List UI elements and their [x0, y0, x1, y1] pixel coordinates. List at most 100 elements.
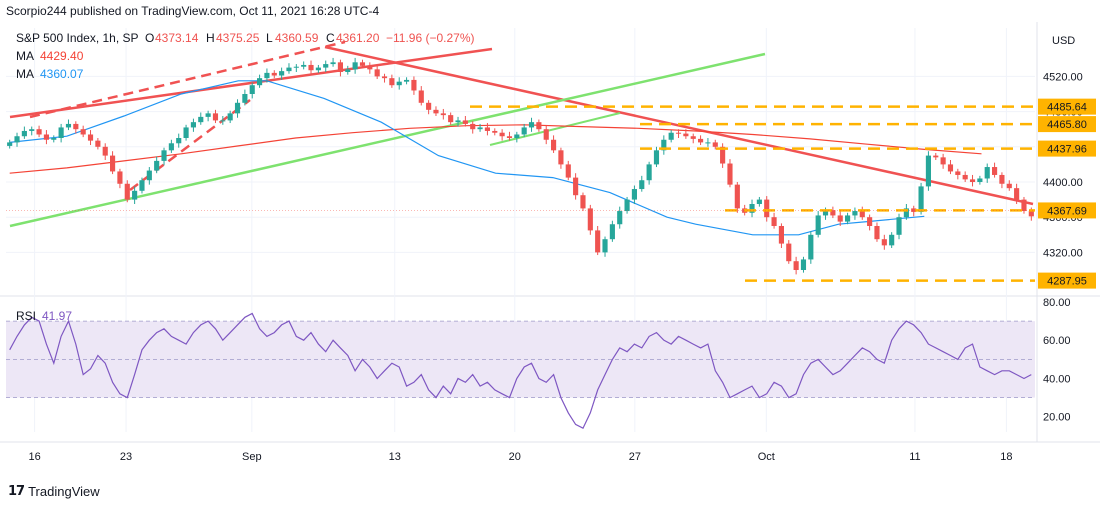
ma-slow-line [9, 124, 982, 174]
candle-body [896, 217, 902, 235]
rsi-tick-label: 80.00 [1043, 297, 1071, 309]
candle-body [426, 102, 432, 110]
candle-body [653, 150, 660, 165]
candle-body [573, 177, 579, 196]
time-tick-label: Sep [242, 451, 262, 462]
time-tick-label: 18 [1000, 451, 1012, 462]
level-price-tag [1038, 202, 1096, 219]
candle-body [87, 134, 94, 141]
candle-body [396, 81, 402, 86]
candle-body [551, 139, 557, 151]
legend-rsi-label: RSI [16, 309, 36, 323]
candle-body [411, 79, 417, 91]
candle-body [220, 120, 226, 122]
candle-body [617, 211, 623, 225]
candle-body [462, 120, 468, 124]
legend-close: 4361.20 [336, 31, 380, 45]
candle-body [470, 123, 476, 130]
candle-body [484, 127, 490, 131]
legend-low: 4360.59 [275, 31, 319, 45]
candle-body [29, 129, 35, 131]
candle-body [205, 113, 211, 117]
candle-body [58, 127, 64, 138]
candle-body [947, 164, 954, 172]
legend-l-label: L [266, 31, 273, 45]
level-price-label: 4437.96 [1047, 144, 1087, 156]
candle-body [558, 150, 564, 165]
channel-dashed-upper [29, 40, 346, 119]
candle-body [720, 146, 726, 164]
candle-body [536, 122, 542, 130]
candle-body [161, 150, 167, 161]
level-price-tag [1038, 272, 1096, 289]
candle-body [668, 132, 674, 140]
candle-body [977, 178, 983, 182]
trendline-up-green-short [489, 112, 621, 146]
time-tick-label: 23 [120, 451, 132, 462]
candle-body [7, 142, 13, 146]
candle-body [609, 224, 615, 240]
candle-body [867, 217, 873, 226]
level-price-label: 4465.80 [1047, 119, 1087, 131]
candle-body [448, 115, 454, 123]
candle-body [595, 230, 601, 253]
candle-body [359, 62, 366, 66]
candle-body [646, 164, 652, 181]
trendline-up-green [9, 52, 766, 228]
candle-body [587, 208, 593, 231]
candle-body [881, 239, 887, 246]
time-axis: 16 23 Sep 13 20 27 Oct 11 18 [28, 451, 1012, 462]
time-tick-label: 11 [909, 451, 920, 462]
candle-body [190, 122, 196, 128]
candle-body [418, 90, 424, 103]
candle-body [323, 64, 329, 68]
candle-body [345, 69, 351, 72]
legend-rsi-value: 41.97 [42, 309, 72, 323]
candle-body [903, 208, 909, 218]
candle-body [918, 186, 924, 212]
candle-body [1021, 199, 1027, 212]
footer-brand: TradingView [28, 484, 100, 499]
candle-body [734, 184, 740, 209]
candle-body [786, 243, 792, 262]
time-tick-label: 27 [629, 451, 641, 462]
candle-body [455, 120, 461, 123]
candle-body [139, 180, 145, 191]
candle-body [698, 138, 704, 143]
legend: S&P 500 Index, 1h, SP O 4373.14 H 4375.2… [16, 31, 475, 323]
legend-high: 4375.25 [216, 31, 260, 45]
footer: 17 TradingView [8, 484, 100, 499]
candle-body [1014, 188, 1020, 200]
legend-ma1-value: 4429.40 [40, 49, 84, 63]
candle-body [793, 261, 799, 270]
candle-body [286, 67, 292, 72]
chart-svg: 4320.004360.004400.004440.004480.004520.… [0, 22, 1100, 462]
candle-body [962, 174, 968, 180]
candle-body [749, 204, 755, 213]
candle-body [874, 226, 880, 240]
candle-body [234, 102, 241, 114]
candle-body [242, 94, 248, 103]
candle-body [808, 234, 814, 260]
candle-body [337, 62, 343, 72]
candle-body [95, 140, 101, 147]
candle-body [154, 160, 160, 171]
candle-body [146, 170, 152, 181]
candle-body [492, 130, 498, 133]
candle-body [440, 113, 446, 116]
candle-body [168, 143, 174, 151]
candle-body [499, 132, 505, 137]
legend-c-label: C [326, 31, 335, 45]
candle-body [65, 123, 72, 128]
candle-body [352, 62, 358, 70]
legend-change: −11.96 (−0.27%) [386, 31, 475, 45]
currency-label: USD [1052, 35, 1075, 47]
time-tick-label: Oct [758, 451, 775, 462]
candle-body [301, 64, 307, 67]
candle-body [43, 134, 49, 140]
candle-body [661, 139, 667, 151]
candle-body [984, 167, 990, 179]
candle-body [889, 234, 895, 246]
candle-body [624, 199, 630, 212]
level-price-tag [1038, 98, 1096, 115]
